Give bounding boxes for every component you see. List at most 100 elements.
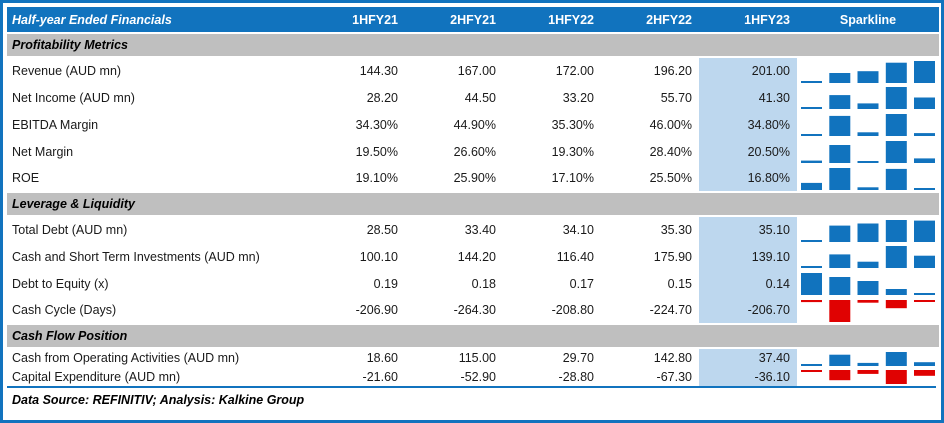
- sparkline-bar: [857, 223, 879, 242]
- metric-value: -206.90: [355, 303, 398, 317]
- sparkline-chart: [801, 141, 935, 163]
- sparkline-bar: [801, 363, 822, 366]
- sparkline-chart: [801, 273, 935, 295]
- metric-value-highlighted: 139.10: [699, 243, 797, 270]
- sparkline-cell: [797, 367, 939, 386]
- sparkline-cell: [797, 111, 939, 138]
- metric-value: 26.60%: [453, 144, 496, 159]
- metric-value: 19.50%: [355, 144, 398, 159]
- sparkline-chart: [801, 167, 935, 190]
- sparkline-bar: [857, 132, 879, 136]
- sparkline-bar: [885, 289, 907, 295]
- sparkline-bar: [857, 362, 879, 366]
- sparkline-bar: [914, 133, 935, 136]
- sparkline-bar: [885, 299, 907, 308]
- sparkline-chart: [801, 87, 935, 109]
- table-row: Cash and Short Term Investments (AUD mn)…: [7, 243, 939, 270]
- metric-value-highlighted: 20.50%: [699, 138, 797, 165]
- section-row: Leverage & Liquidity: [7, 191, 939, 217]
- sparkline-cell: [797, 84, 939, 111]
- sparkline-cell: [797, 270, 939, 297]
- metric-value: 33.40: [464, 223, 496, 237]
- metric-value: -52.90: [460, 369, 496, 384]
- table-header-row: Half-year Ended Financials 1HFY21 2HFY21…: [7, 7, 939, 33]
- sparkline-chart: [801, 351, 935, 366]
- metric-value: 28.20: [366, 90, 398, 105]
- table-row: Capital Expenditure (AUD mn) -21.60 -52.90…: [7, 367, 939, 386]
- sparkline-bar: [885, 62, 907, 83]
- sparkline-bar: [914, 299, 935, 302]
- sparkline-bar: [829, 72, 851, 83]
- metric-value: -208.80: [551, 303, 594, 317]
- sparkline-bar: [914, 370, 935, 376]
- sparkline-bar: [801, 266, 822, 268]
- metric-value: 0.19: [373, 276, 398, 291]
- sparkline-bar: [801, 107, 822, 109]
- sparkline-bar: [857, 70, 879, 83]
- metric-value: 55.70: [660, 90, 692, 105]
- metric-value: -67.30: [656, 369, 692, 384]
- section-header: Leverage & Liquidity: [7, 191, 939, 217]
- metric-value: 175.90: [653, 249, 692, 264]
- sparkline-bar: [829, 225, 851, 242]
- metric-value: 142.80: [653, 351, 692, 365]
- metric-value: 35.30%: [551, 117, 594, 132]
- sparkline-bar: [829, 299, 851, 322]
- sparkline-chart: [801, 219, 935, 242]
- metric-value-highlighted: 34.80%: [699, 111, 797, 138]
- sparkline-bar: [914, 220, 935, 242]
- sparkline-bar: [914, 60, 935, 83]
- sparkline-column-header: Sparkline: [797, 7, 939, 33]
- table-row: Net Income (AUD mn) 28.20 44.50 33.20 55.70 4…: [7, 84, 939, 111]
- sparkline-bar: [801, 370, 822, 372]
- column-header-2hfy22: 2HFY22: [601, 7, 699, 33]
- table-row: EBITDA Margin 34.30% 44.90% 35.30% 46.00% 34.…: [7, 111, 939, 138]
- metric-value: 144.20: [457, 249, 496, 264]
- metric-value: 18.60: [366, 351, 398, 365]
- sparkline-bar: [857, 103, 879, 109]
- metric-value-highlighted: 16.80%: [699, 165, 797, 192]
- section-header: Cash Flow Position: [7, 323, 939, 349]
- metric-label: Net Income (AUD mn): [12, 90, 135, 105]
- sparkline-bar: [801, 182, 822, 190]
- table-row: Net Margin 19.50% 26.60% 19.30% 28.40% 20.50%: [7, 138, 939, 165]
- sparkline-bar: [885, 351, 907, 366]
- metric-value: 196.20: [653, 64, 692, 78]
- sparkline-bar: [801, 160, 822, 163]
- sparkline-bar: [801, 134, 822, 136]
- metric-value-highlighted: 0.14: [699, 270, 797, 297]
- section-header: Profitability Metrics: [7, 32, 939, 58]
- sparkline-cell: [797, 297, 939, 324]
- metric-value-highlighted: 37.40: [699, 348, 797, 367]
- sparkline-chart: [801, 370, 935, 384]
- metric-value: -224.70: [649, 303, 692, 317]
- metric-value-highlighted: -206.70: [699, 297, 797, 324]
- sparkline-bar: [829, 354, 851, 366]
- sparkline-bar: [885, 114, 907, 136]
- sparkline-bar: [829, 370, 851, 381]
- metric-value: 172.00: [555, 64, 594, 78]
- metric-value: 28.50: [366, 223, 398, 237]
- sparkline-cell: [797, 57, 939, 84]
- sparkline-cell: [797, 138, 939, 165]
- table-row: Cash Cycle (Days) -206.90 -264.30 -208.80 -2…: [7, 297, 939, 324]
- metric-value-highlighted: -36.10: [699, 367, 797, 386]
- table-row: Revenue (AUD mn) 144.30 167.00 172.00 196.20…: [7, 57, 939, 84]
- column-header-2hfy21: 2HFY21: [405, 7, 503, 33]
- sparkline-bar: [829, 277, 851, 295]
- sparkline-bar: [885, 168, 907, 190]
- metric-label: Net Margin: [12, 144, 74, 159]
- financials-table: Half-year Ended Financials 1HFY21 2HFY21…: [7, 7, 939, 386]
- metric-value: 115.00: [458, 351, 496, 365]
- metric-value: 35.30: [660, 223, 692, 237]
- sparkline-bar: [914, 361, 935, 366]
- metric-value: -28.80: [558, 369, 594, 384]
- table-row: Total Debt (AUD mn) 28.50 33.40 34.10 35.30 3…: [7, 216, 939, 243]
- sparkline-bar: [829, 145, 851, 163]
- metric-value: 0.15: [667, 276, 692, 291]
- sparkline-bar: [885, 246, 907, 268]
- sparkline-chart: [801, 246, 935, 268]
- column-header-1hfy23: 1HFY23: [699, 7, 797, 33]
- metric-label: Cash from Operating Activities (AUD mn): [12, 351, 240, 365]
- metric-label: Total Debt (AUD mn): [12, 223, 128, 237]
